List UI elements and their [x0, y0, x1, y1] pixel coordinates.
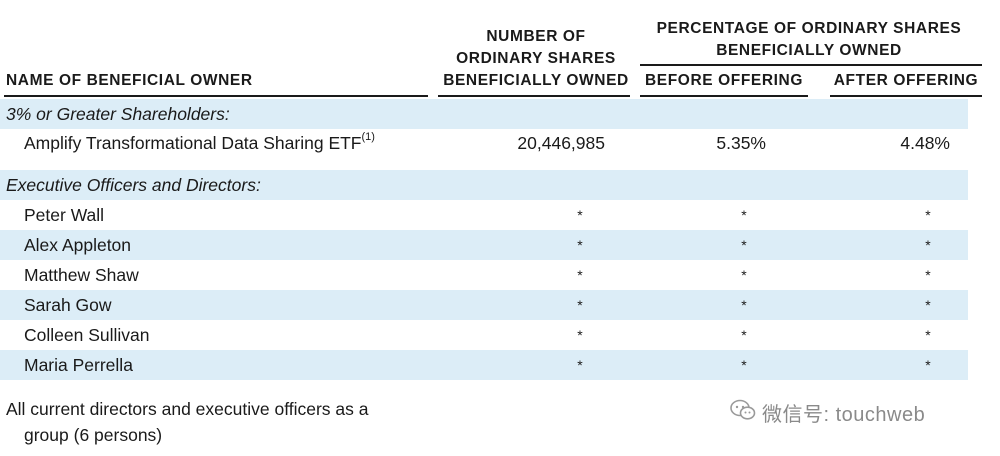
table-row: Alex Appleton * * *: [0, 230, 968, 260]
officer-shares: *: [577, 327, 583, 343]
officer-name: Matthew Shaw: [24, 265, 139, 285]
table-row: Matthew Shaw * * *: [0, 260, 968, 290]
officer-shares: *: [577, 357, 583, 373]
table-row: Colleen Sullivan * * *: [0, 320, 968, 350]
holder-shares: 20,446,985: [517, 133, 605, 153]
header-before-offering: BEFORE OFFERING: [645, 72, 803, 89]
footer-line1: All current directors and executive offi…: [6, 399, 369, 419]
header-pct-line1: PERCENTAGE OF ORDINARY SHARES: [656, 20, 962, 37]
officer-before: *: [741, 297, 747, 313]
footer-line2: group (6 persons): [24, 425, 163, 445]
holder-name: Amplify Transformational Data Sharing ET…: [24, 128, 375, 158]
rule-name: [4, 95, 428, 97]
officer-before: *: [741, 207, 747, 223]
header-shares-line1: NUMBER OF: [486, 28, 586, 45]
officer-before: *: [741, 357, 747, 373]
table-row: Amplify Transformational Data Sharing ET…: [0, 128, 968, 158]
header-name-of-owner: NAME OF BENEFICIAL OWNER: [6, 72, 253, 89]
watermark: 微信号: touchweb: [730, 398, 925, 427]
officer-before: *: [741, 267, 747, 283]
table-row: Sarah Gow * * *: [0, 290, 968, 320]
officer-after: *: [925, 237, 931, 253]
table-row: Maria Perrella * * *: [0, 350, 968, 380]
header-pct-line2: BENEFICIALLY OWNED: [716, 42, 902, 59]
officer-name: Sarah Gow: [24, 295, 112, 315]
officer-shares: *: [577, 207, 583, 223]
officer-after: *: [925, 207, 931, 223]
holder-before: 5.35%: [716, 133, 766, 153]
footnote-marker: (1): [361, 131, 375, 143]
footer-group-row: All current directors and executive offi…: [6, 396, 368, 448]
officer-shares: *: [577, 297, 583, 313]
officer-after: *: [925, 267, 931, 283]
section-row-officers: Executive Officers and Directors:: [0, 170, 968, 200]
holder-name-text: Amplify Transformational Data Sharing ET…: [24, 133, 362, 153]
header-shares-line2: ORDINARY SHARES: [456, 50, 616, 67]
header-percentage: PERCENTAGE OF ORDINARY SHARES BENEFICIAL…: [640, 18, 978, 62]
section-row-shareholders: 3% or Greater Shareholders:: [0, 99, 968, 129]
header-shares-line3: BENEFICIALLY OWNED: [443, 72, 629, 89]
section-title: 3% or Greater Shareholders:: [6, 104, 230, 124]
holder-after: 4.48%: [900, 133, 950, 153]
officer-name: Peter Wall: [24, 205, 105, 225]
wechat-icon: [730, 399, 762, 427]
table-row: Peter Wall * * *: [0, 200, 968, 230]
header-percentage-rule: [640, 64, 982, 66]
header-number-of-shares: NUMBER OF ORDINARY SHARES BENEFICIALLY O…: [436, 26, 636, 92]
officer-name: Maria Perrella: [24, 355, 133, 375]
officer-shares: *: [577, 237, 583, 253]
officer-after: *: [925, 297, 931, 313]
officer-name: Colleen Sullivan: [24, 325, 150, 345]
officer-before: *: [741, 237, 747, 253]
header-after-offering: AFTER OFFERING: [833, 72, 979, 89]
officer-name: Alex Appleton: [24, 235, 132, 255]
officer-shares: *: [577, 267, 583, 283]
officer-after: *: [925, 357, 931, 373]
section-title: Executive Officers and Directors:: [6, 175, 261, 195]
rule-before: [640, 95, 808, 97]
watermark-text: 微信号: touchweb: [762, 404, 926, 426]
rule-shares: [438, 95, 630, 97]
rule-after: [830, 95, 982, 97]
officer-after: *: [925, 327, 931, 343]
officer-before: *: [741, 327, 747, 343]
